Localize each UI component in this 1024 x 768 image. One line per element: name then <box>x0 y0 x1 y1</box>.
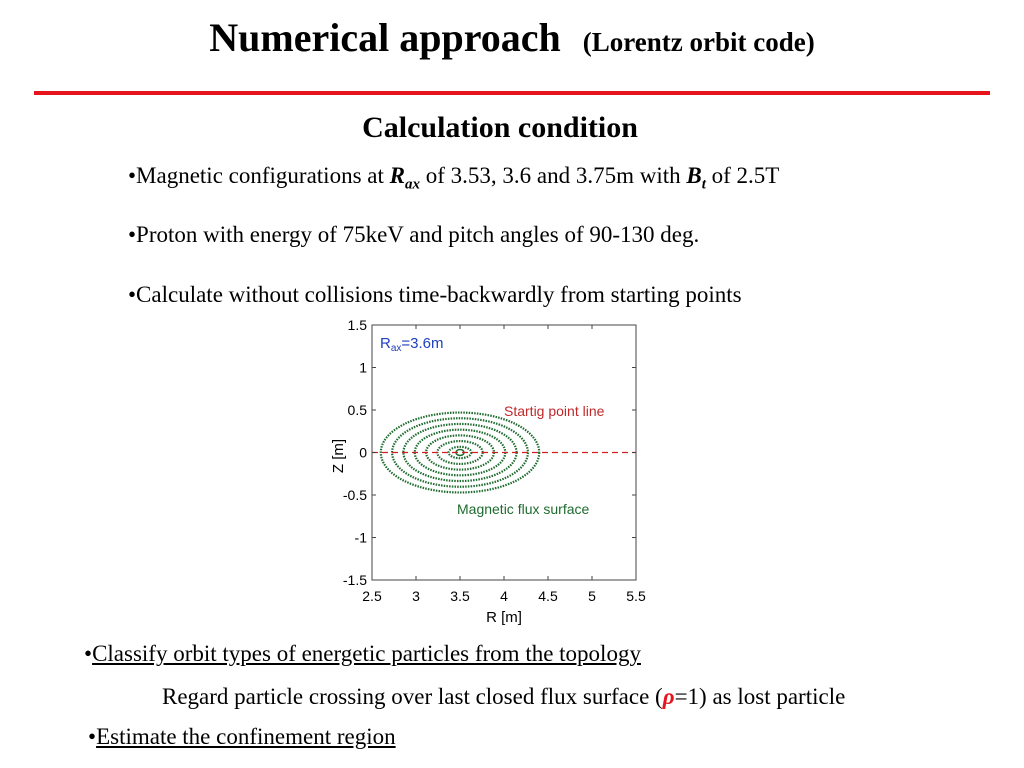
rax-annotation: Rax=3.6m <box>380 335 444 354</box>
bullet-text: of 2.5T <box>705 163 780 188</box>
y-tick-label: 1.5 <box>348 317 368 333</box>
symbol-b: B <box>686 163 702 188</box>
bullet-dot: • <box>84 641 93 666</box>
x-tick-label: 4 <box>500 588 508 604</box>
flux-surface-annotation: Magnetic flux surface <box>457 501 589 517</box>
slide-title: Numerical approach (Lorentz orbit code) <box>0 14 1024 61</box>
title-main: Numerical approach <box>209 15 561 60</box>
bullet-dot: • <box>88 724 97 749</box>
y-tick-label: -0.5 <box>343 487 367 503</box>
rax-subscript: ax <box>391 343 402 354</box>
bullet-magnetic-config: •Magnetic configurations at Rax of 3.53,… <box>128 163 779 194</box>
bullet-calculate: •Calculate without collisions time-backw… <box>128 282 742 307</box>
y-tick-labels: 1.5 1 0.5 0 -0.5 -1 -1.5 <box>343 317 367 588</box>
bullet-text: Regard particle crossing over last close… <box>162 684 663 709</box>
tick-marks <box>371 324 637 581</box>
x-axis-label: R [m] <box>486 609 522 626</box>
y-tick-label: 1 <box>359 360 367 376</box>
rho-symbol: ρ <box>662 684 675 709</box>
x-tick-label: 3 <box>412 588 420 604</box>
symbol-r: R <box>389 163 405 188</box>
y-tick-label: 0.5 <box>348 402 368 418</box>
title-divider <box>34 91 990 95</box>
x-tick-label: 2.5 <box>362 588 382 604</box>
x-tick-labels: 2.5 3 3.5 4 4.5 5 5.5 <box>362 588 646 604</box>
x-tick-label: 4.5 <box>538 588 558 604</box>
bullet-text: •Magnetic configurations at <box>128 163 390 188</box>
flux-surface-contour <box>402 422 518 483</box>
flux-surface-contour <box>379 411 541 494</box>
bullet-estimate-text: Estimate the confinement region <box>96 724 396 749</box>
title-sub: (Lorentz orbit code) <box>582 27 815 57</box>
x-tick-label: 5.5 <box>626 588 646 604</box>
symbol-r-subscript: ax <box>404 176 420 193</box>
y-tick-label: -1.5 <box>343 572 367 588</box>
flux-surface-contour <box>447 445 473 460</box>
y-axis-label: Z [m] <box>330 439 347 473</box>
rax-symbol: R <box>380 335 391 352</box>
flux-surface-contour <box>413 428 507 477</box>
x-tick-label: 3.5 <box>450 588 470 604</box>
bullet-proton: •Proton with energy of 75keV and pitch a… <box>128 222 700 247</box>
bullet-regard: Regard particle crossing over last close… <box>162 684 845 710</box>
rax-value: =3.6m <box>401 335 443 352</box>
flux-surface-plot: 2.5 3 3.5 4 4.5 5 5.5 1.5 1 0.5 0 -0.5 -1 -1.5 R [m]… <box>330 317 646 626</box>
bullet-estimate: •Estimate the confinement region <box>88 724 396 750</box>
start-line-annotation: Startig point line <box>504 403 605 419</box>
bullet-text: of 3.53, 3.6 and 3.75m with <box>419 163 687 188</box>
bullet-classify: •Classify orbit types of energetic parti… <box>84 641 641 667</box>
y-tick-label: -1 <box>355 530 368 546</box>
bullet-classify-text: Classify orbit types of energetic partic… <box>92 641 641 666</box>
bullet-text: =1) as lost particle <box>674 684 846 709</box>
y-tick-label: 0 <box>359 445 367 461</box>
x-tick-label: 5 <box>588 588 596 604</box>
symbol-b-subscript: t <box>701 176 706 193</box>
section-heading: Calculation condition <box>362 111 638 144</box>
